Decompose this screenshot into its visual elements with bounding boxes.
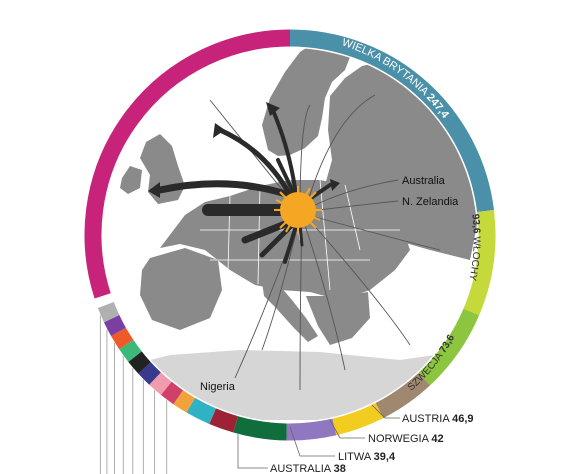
ring-segment-niemcy — [84, 29, 291, 299]
europe-map — [103, 48, 477, 422]
small-segment-ticks — [99, 315, 168, 474]
ring-segment-small-8 — [119, 339, 142, 362]
hub-spikes — [274, 186, 322, 234]
land-iberia — [140, 248, 222, 330]
ring-segment-austria — [375, 372, 431, 419]
ring-segment-small-5 — [149, 372, 172, 395]
arrow-heads — [148, 102, 340, 198]
map-label-nigeria: Nigeria — [200, 381, 236, 393]
ring-segment-small-9 — [111, 327, 134, 350]
ring-segment-wielka-brytania — [289, 29, 494, 213]
ring-segment-small-1 — [209, 408, 239, 433]
outside-leaders — [237, 404, 400, 469]
ring-segment-australia — [233, 416, 287, 441]
outside-label-austria: AUSTRIA 46,9 — [402, 413, 474, 425]
ring-segment-small-6 — [138, 362, 161, 385]
ring-segment-litwa — [286, 418, 337, 441]
ring-segment-small-2 — [186, 397, 217, 424]
map-label-australia: Australia — [402, 175, 446, 187]
ring-segment-small-4 — [160, 381, 184, 405]
hub — [274, 186, 322, 234]
ring-label-niemcy: NIEMCY 356 — [63, 151, 91, 217]
outside-label-litwa: LITWA 39,4 — [338, 451, 396, 463]
ring-segment-small-3 — [173, 390, 196, 413]
land-ireland — [120, 166, 142, 194]
land-balkans — [306, 292, 370, 345]
outside-label-australia: AUSTRALIA 38 — [270, 463, 346, 474]
ring-segment-szwecja — [418, 308, 480, 386]
outside-label-norwegia: NORWEGIA 42 — [368, 433, 444, 445]
land-italy — [262, 282, 318, 342]
ring-segment-wlochy — [463, 209, 496, 316]
ring-segment-small-7 — [128, 351, 151, 374]
land-scandinavia — [262, 48, 352, 156]
map-label-nz: N. Zelandia — [402, 196, 459, 208]
ring-segment-small-10 — [103, 314, 126, 337]
ring-segment-small-11 — [97, 301, 120, 323]
